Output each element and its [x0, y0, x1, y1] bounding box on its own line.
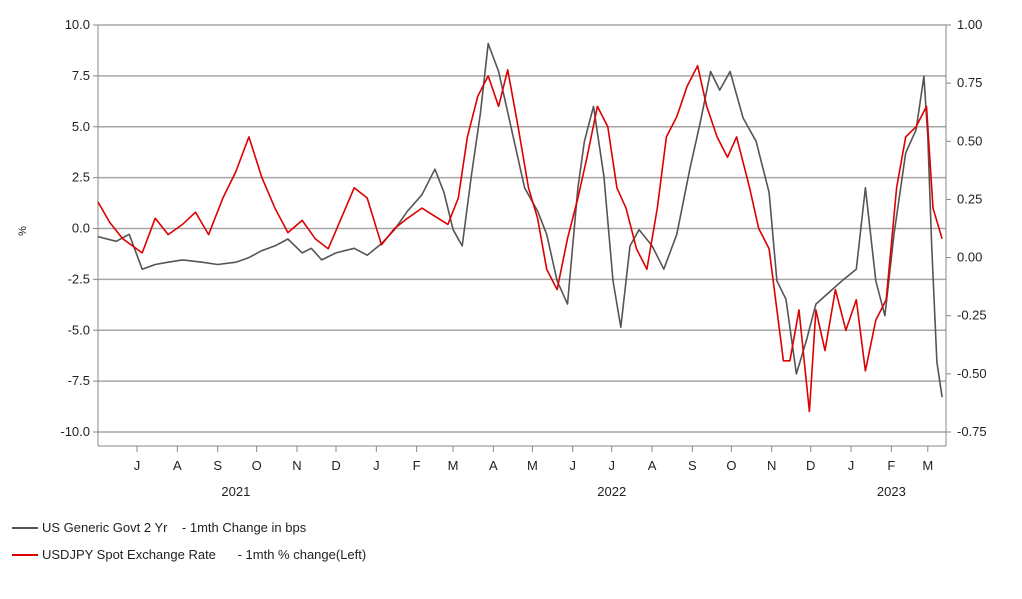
gridlines	[98, 24, 946, 433]
x-month-label: N	[767, 458, 776, 473]
series-lines	[97, 42, 943, 413]
left-tick-label: 10.0	[65, 17, 90, 32]
x-month-label: J	[373, 458, 380, 473]
x-month-label: F	[413, 458, 421, 473]
x-axis-ticks: J A S O N D J F M A M J J A S O N D J F M 2021 2022 2023	[134, 458, 933, 499]
left-axis-ticks: 10.0 7.5 5.0 2.5 0.0 -2.5 -5.0 -7.5 -10.0	[60, 17, 90, 439]
right-tick-label: 0.00	[957, 250, 982, 265]
x-year-label: 2021	[221, 484, 250, 499]
x-month-label: M	[922, 458, 933, 473]
axes	[93, 24, 951, 452]
x-month-label: F	[887, 458, 895, 473]
x-month-label: J	[134, 458, 141, 473]
right-tick-label: 0.75	[957, 75, 982, 90]
x-month-label: D	[331, 458, 340, 473]
x-month-label: O	[726, 458, 736, 473]
left-tick-label: 5.0	[72, 119, 90, 134]
right-tick-label: 0.25	[957, 191, 982, 206]
left-tick-label: -10.0	[60, 424, 90, 439]
x-month-label: J	[608, 458, 615, 473]
series-line-us2y	[97, 42, 943, 398]
x-month-label: M	[527, 458, 538, 473]
right-tick-label: -0.50	[957, 366, 987, 381]
right-tick-label: 0.50	[957, 133, 982, 148]
x-month-label: J	[569, 458, 576, 473]
right-tick-label: 1.00	[957, 17, 982, 32]
left-tick-label: -7.5	[68, 373, 90, 388]
legend-swatch-usdjpy	[12, 553, 38, 556]
left-tick-label: 7.5	[72, 68, 90, 83]
left-tick-label: 0.0	[72, 221, 90, 236]
x-month-label: A	[648, 458, 657, 473]
x-month-label: S	[213, 458, 222, 473]
series-line-usdjpy	[97, 64, 943, 413]
x-year-label: 2023	[877, 484, 906, 499]
legend-swatch-us2y	[12, 526, 38, 529]
x-month-label: N	[292, 458, 301, 473]
left-tick-label: 2.5	[72, 170, 90, 185]
x-month-label: J	[848, 458, 855, 473]
legend-item-us2y: US Generic Govt 2 Yr - 1mth Change in bp…	[12, 520, 306, 535]
x-year-label: 2022	[597, 484, 626, 499]
left-tick-label: -5.0	[68, 322, 90, 337]
legend-item-usdjpy: USDJPY Spot Exchange Rate - 1mth % chang…	[12, 547, 366, 562]
x-month-label: A	[173, 458, 182, 473]
x-month-label: D	[806, 458, 815, 473]
x-month-label: M	[448, 458, 459, 473]
left-axis-unit: %	[17, 226, 29, 236]
x-month-label: A	[489, 458, 498, 473]
right-tick-label: -0.25	[957, 308, 987, 323]
right-axis-ticks: 1.00 0.75 0.50 0.25 0.00 -0.25 -0.50 -0.75	[957, 17, 987, 439]
x-month-label: O	[252, 458, 262, 473]
right-tick-label: -0.75	[957, 424, 987, 439]
x-month-label: S	[688, 458, 697, 473]
left-tick-label: -2.5	[68, 271, 90, 286]
legend-label-usdjpy: USDJPY Spot Exchange Rate - 1mth % chang…	[42, 547, 367, 562]
legend-label-us2y: US Generic Govt 2 Yr - 1mth Change in bp…	[42, 520, 307, 535]
